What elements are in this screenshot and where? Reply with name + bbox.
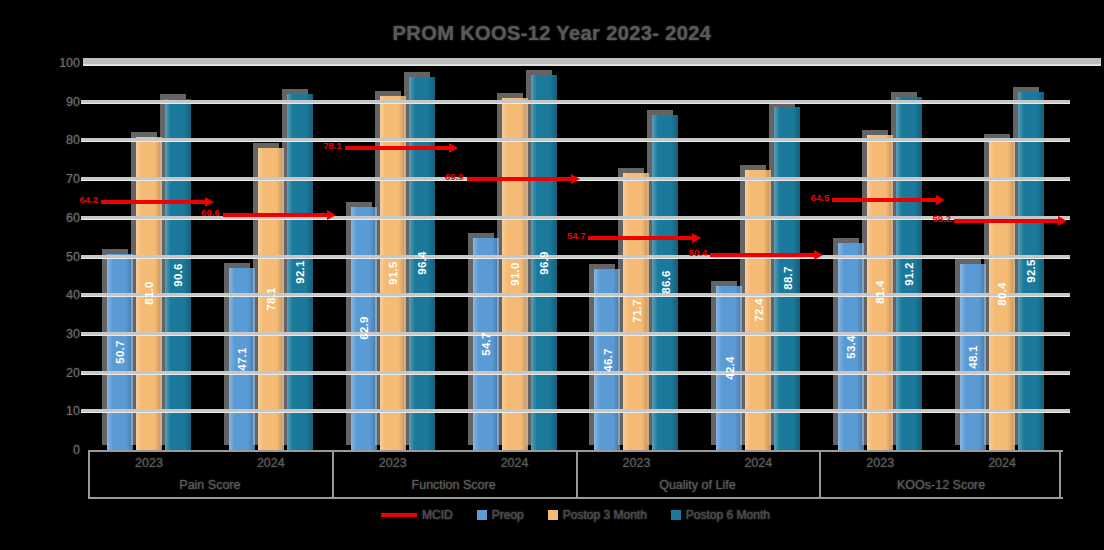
- y-axis-tick-label: 70: [44, 171, 80, 187]
- gridline: [81, 409, 1070, 413]
- x-axis-group-label: Quality of Life: [576, 473, 820, 497]
- axis-separator: [576, 452, 578, 497]
- legend-item-preop: Preop: [477, 508, 524, 522]
- y-axis-tick-label: 30: [44, 326, 80, 342]
- gridline: [83, 58, 1101, 66]
- axis-separator: [1059, 452, 1061, 497]
- mcid-arrowhead-icon: [449, 143, 458, 153]
- x-axis-year-label: 2024: [454, 452, 576, 473]
- x-axis-group-label: Pain Score: [88, 473, 332, 497]
- y-axis-tick-label: 40: [44, 287, 80, 303]
- gridline: [81, 332, 1070, 336]
- y-axis-tick-label: 50: [44, 249, 80, 265]
- bar-postop-6-month: [896, 97, 922, 450]
- mcid-value-label: 59.2: [918, 214, 951, 224]
- legend-item-postop-3-month: Postop 3 Month: [548, 508, 647, 522]
- bar-preop: [473, 238, 499, 450]
- bar-postop-6-month: [774, 107, 800, 450]
- legend-label: Postop 6 Month: [686, 508, 770, 522]
- gridline: [81, 255, 1070, 259]
- mcid-arrowhead-icon: [205, 197, 214, 207]
- bar-preop: [351, 207, 377, 450]
- legend-label: MCID: [422, 508, 453, 522]
- bar-postop-3-month: [502, 98, 528, 450]
- bar-postop-3-month: [745, 170, 771, 450]
- gridline: [81, 138, 1070, 142]
- gridline: [81, 293, 1070, 297]
- mcid-arrowhead-icon: [814, 250, 823, 260]
- y-axis-tick-label: 60: [44, 210, 80, 226]
- y-axis-tick-label: 0: [44, 442, 80, 458]
- legend-swatch-icon: [548, 510, 558, 520]
- mcid-value-label: 60.6: [187, 208, 220, 218]
- plot-area: 50.781.090.664.247.178.192.160.662.991.5…: [88, 63, 1063, 450]
- x-axis-year-label: 2023: [819, 452, 941, 473]
- bar-preop: [107, 254, 133, 450]
- x-axis-year-label: 2023: [88, 452, 210, 473]
- bar-postop-6-month: [1018, 92, 1044, 450]
- x-axis-year-label: 2024: [210, 452, 332, 473]
- x-axis: 20232024202320242023202420232024Pain Sco…: [88, 450, 1063, 499]
- mcid-line: [588, 236, 692, 240]
- axis-separator: [332, 452, 334, 497]
- bar-preop: [960, 264, 986, 450]
- mcid-arrowhead-icon: [327, 210, 336, 220]
- y-axis-tick-label: 10: [44, 403, 80, 419]
- legend-swatch-icon: [671, 510, 681, 520]
- mcid-line: [832, 198, 936, 202]
- legend-swatch-icon: [477, 510, 487, 520]
- y-axis-tick-label: 20: [44, 365, 80, 381]
- bar-preop: [838, 243, 864, 450]
- mcid-arrowhead-icon: [571, 174, 580, 184]
- mcid-value-label: 69.9: [431, 172, 464, 182]
- bar-postop-6-month: [409, 77, 435, 450]
- legend-item-mcid: MCID: [381, 508, 453, 522]
- bar-postop-6-month: [531, 75, 557, 450]
- mcid-value-label: 50.4: [674, 248, 707, 258]
- x-axis-year-label: 2024: [697, 452, 819, 473]
- gridline: [81, 100, 1070, 104]
- legend: MCID Preop Postop 3 Month Postop 6 Month: [88, 508, 1063, 522]
- y-axis-tick-label: 90: [44, 94, 80, 110]
- mcid-value-label: 64.2: [65, 195, 98, 205]
- x-axis-group-label: KOOs-12 Score: [819, 473, 1063, 497]
- mcid-value-label: 64.5: [796, 193, 829, 203]
- legend-label: Postop 3 Month: [563, 508, 647, 522]
- mcid-value-label: 78.1: [309, 141, 342, 151]
- bar-postop-3-month: [258, 148, 284, 450]
- bar-postop-6-month: [165, 99, 191, 450]
- axis-separator: [88, 452, 90, 497]
- chart-canvas: PROM KOOS-12 Year 2023- 2024 0 10 20 30 40 50…: [0, 0, 1104, 550]
- mcid-line: [101, 200, 205, 204]
- mcid-arrowhead-icon: [1058, 216, 1067, 226]
- bar-preop: [716, 286, 742, 450]
- mcid-value-label: 54.7: [552, 231, 585, 241]
- bar-postop-6-month: [652, 115, 678, 450]
- gridline: [81, 371, 1070, 375]
- mcid-arrowhead-icon: [936, 195, 945, 205]
- mcid-line: [710, 253, 814, 257]
- x-axis-year-label: 2023: [576, 452, 698, 473]
- x-axis-year-label: 2023: [332, 452, 454, 473]
- legend-swatch-icon: [381, 513, 417, 517]
- mcid-line: [954, 219, 1058, 223]
- x-axis-year-label: 2024: [941, 452, 1063, 473]
- mcid-line: [223, 213, 327, 217]
- legend-label: Preop: [492, 508, 524, 522]
- mcid-line: [467, 177, 571, 181]
- mcid-arrowhead-icon: [692, 233, 701, 243]
- legend-item-postop-6-month: Postop 6 Month: [671, 508, 770, 522]
- axis-separator: [819, 452, 821, 497]
- y-axis-tick-label: 80: [44, 132, 80, 148]
- chart-title: PROM KOOS-12 Year 2023- 2024: [0, 22, 1104, 45]
- y-axis-tick-label: 100: [44, 55, 80, 71]
- x-axis-group-label: Function Score: [332, 473, 576, 497]
- mcid-line: [345, 146, 449, 150]
